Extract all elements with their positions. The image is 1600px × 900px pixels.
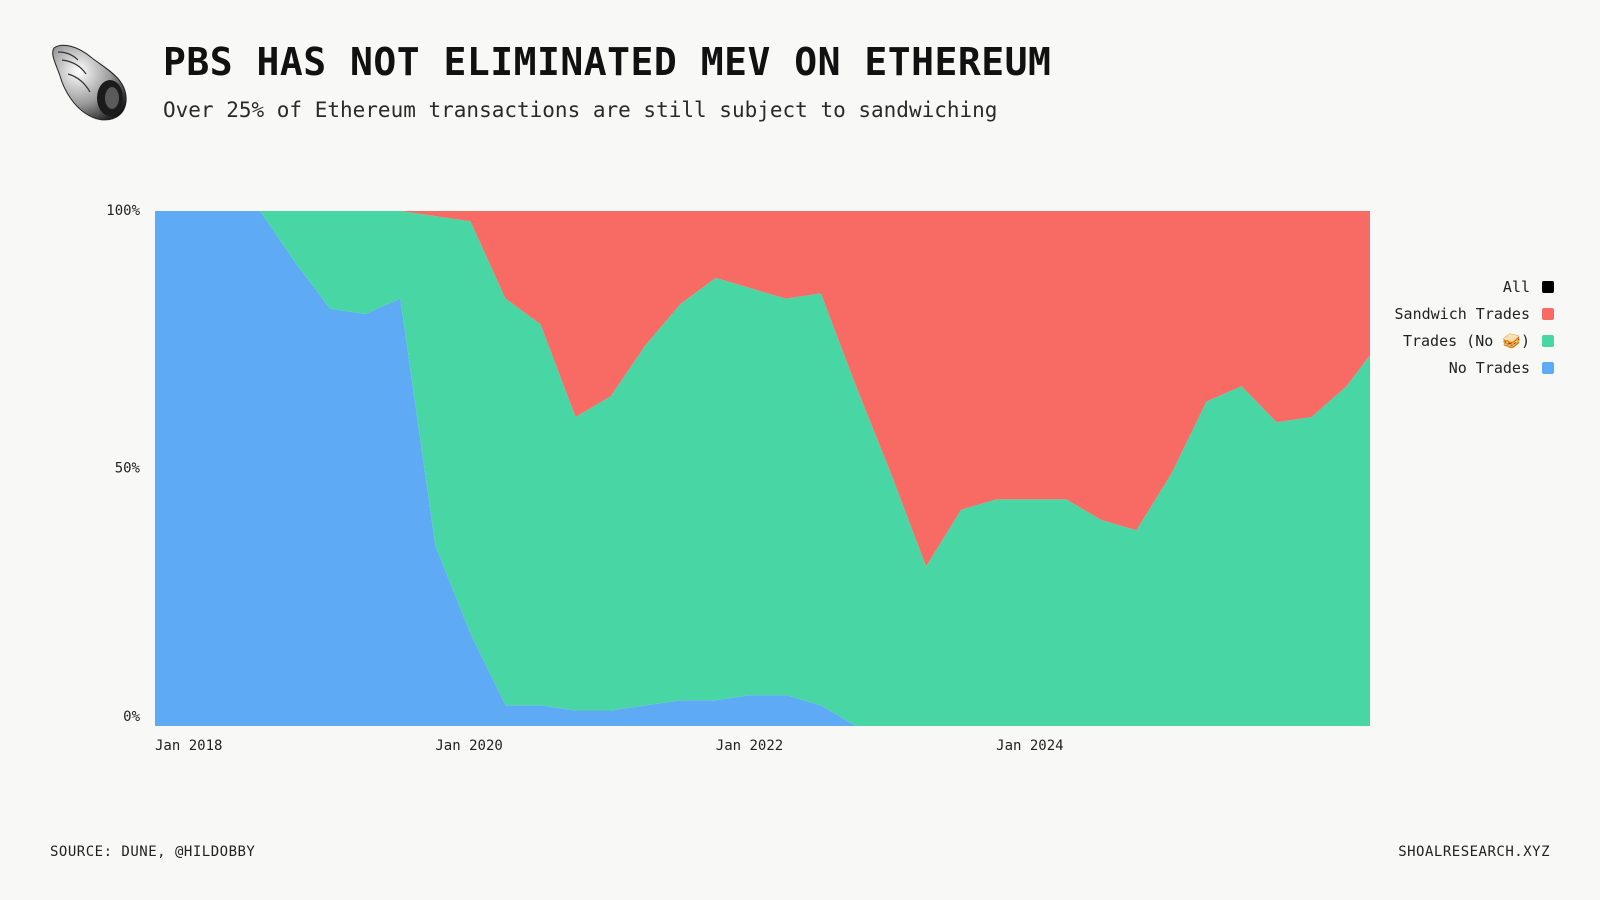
x-tick-label: Jan 2024 <box>996 738 1063 754</box>
legend-item-sandwich-trades[interactable]: Sandwich Trades <box>1395 305 1554 323</box>
y-tick-label: 100% <box>106 203 140 219</box>
source-note: SOURCE: DUNE, @HILDOBBY <box>50 844 256 860</box>
legend-swatch <box>1542 308 1554 320</box>
x-tick-label: Jan 2018 <box>155 738 222 754</box>
x-tick-label: Jan 2022 <box>716 738 783 754</box>
area-series-sandwich-trades <box>155 211 1370 567</box>
legend-swatch <box>1542 362 1554 374</box>
y-tick-label: 50% <box>115 461 141 477</box>
seashell-icon <box>48 40 132 124</box>
y-tick-label: 0% <box>123 709 140 725</box>
area-series-no-trades <box>155 211 1370 726</box>
legend-label: No Trades <box>1448 359 1530 377</box>
legend-item-trades-no-sandwich[interactable]: Trades (No 🥪) <box>1403 332 1554 350</box>
legend-swatch <box>1542 335 1554 347</box>
legend-item-all[interactable]: All <box>1503 278 1554 296</box>
site-link[interactable]: SHOALRESEARCH.XYZ <box>1398 844 1550 860</box>
legend-swatch <box>1542 281 1554 293</box>
x-tick-label: Jan 2020 <box>435 738 502 754</box>
area-series-trades-no <box>155 211 1370 726</box>
legend-label: Trades (No 🥪) <box>1402 332 1530 350</box>
legend-label: Sandwich Trades <box>1394 305 1530 323</box>
chart-subtitle: Over 25% of Ethereum transactions are st… <box>163 98 998 122</box>
chart-legend: All Sandwich Trades Trades (No 🥪) No Tra… <box>1395 278 1554 377</box>
legend-item-no-trades[interactable]: No Trades <box>1449 359 1554 377</box>
chart-title: PBS HAS NOT ELIMINATED MEV ON ETHEREUM <box>163 40 1052 84</box>
legend-label: All <box>1502 278 1530 296</box>
